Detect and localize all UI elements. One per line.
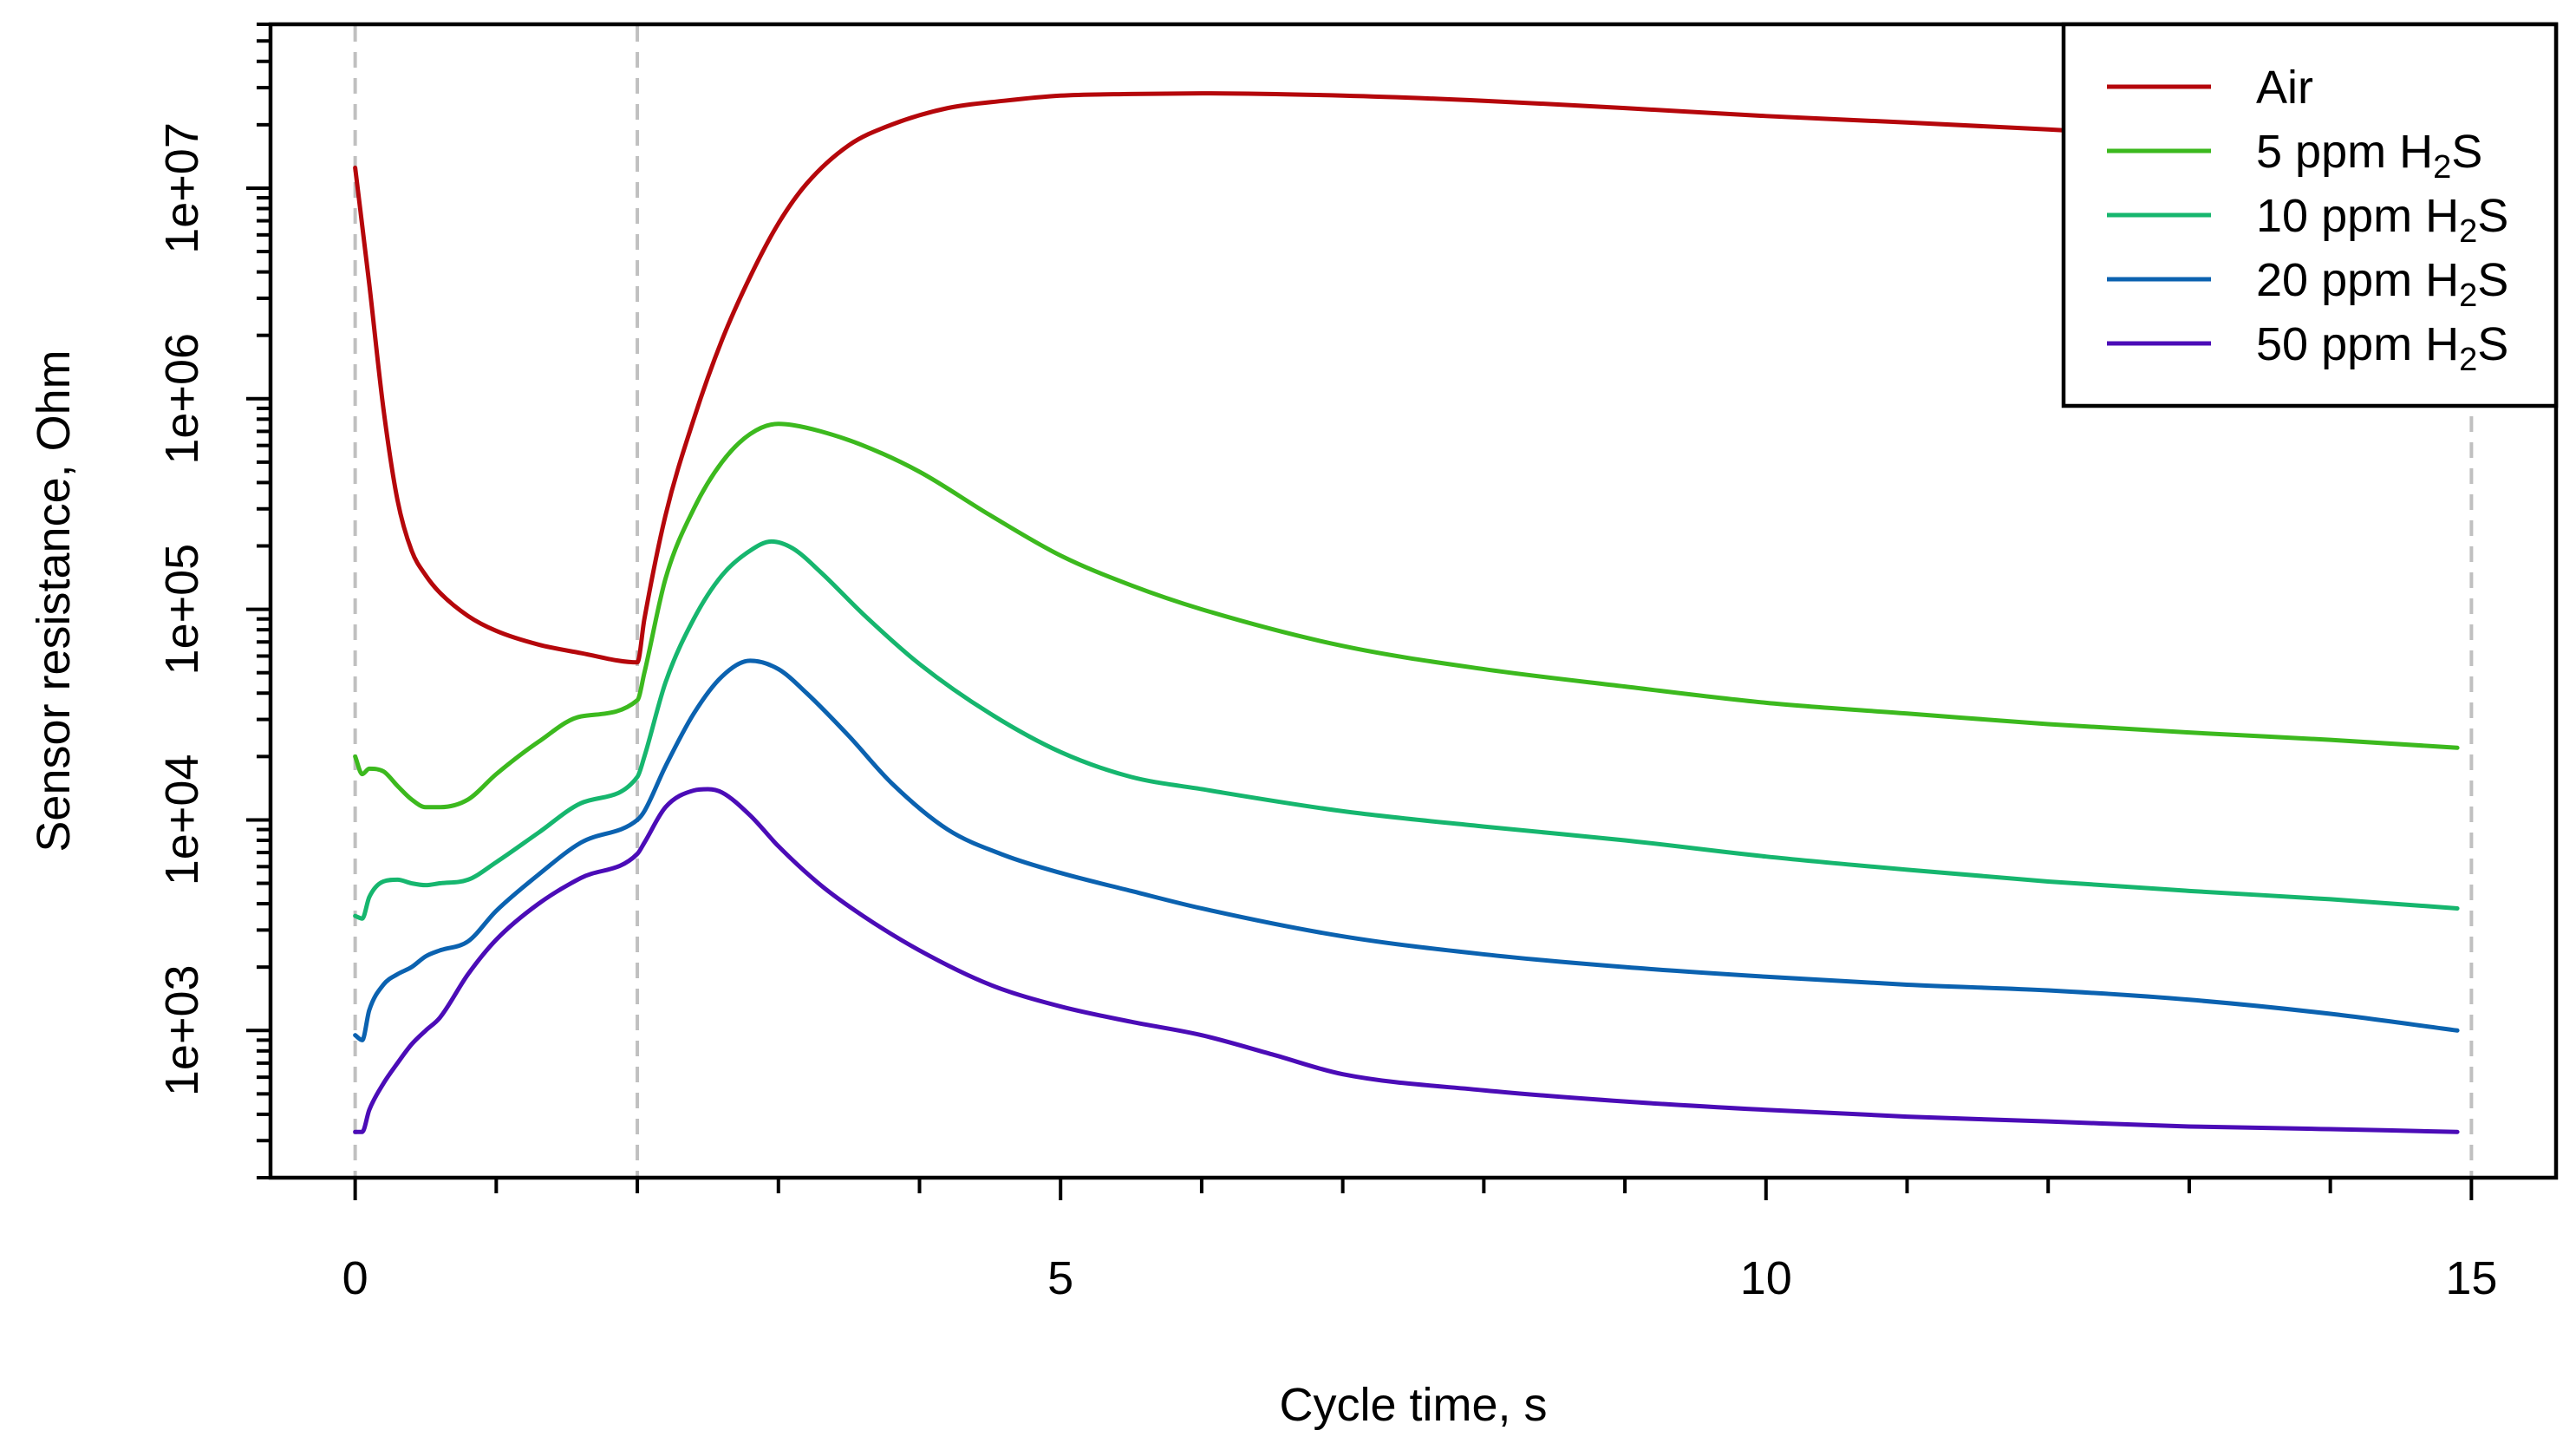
y-axis-label: Sensor resistance, Ohm xyxy=(28,349,80,852)
x-tick-label: 5 xyxy=(1047,1252,1073,1304)
legend-label-4: 50 ppm H2S xyxy=(2256,318,2508,378)
y-tick-label: 1e+03 xyxy=(156,964,208,1096)
x-tick-label: 15 xyxy=(2445,1252,2497,1304)
series-line-1 xyxy=(353,421,2460,810)
series-line-4 xyxy=(353,787,2460,1134)
y-tick-label: 1e+06 xyxy=(156,333,208,465)
series-line-3 xyxy=(353,658,2460,1042)
series-line-0 xyxy=(353,91,2460,665)
y-tick-label: 1e+05 xyxy=(156,544,208,676)
axes: 0 5 10 15 1e+03 1e+04 1e+05 1e+06 1e+07 xyxy=(156,23,2497,1304)
x-tick-label: 0 xyxy=(342,1252,368,1304)
y-tick-label: 1e+04 xyxy=(156,754,208,886)
x-axis-label: Cycle time, s xyxy=(1279,1379,1547,1431)
legend-label-3: 20 ppm H2S xyxy=(2256,254,2508,314)
plot-frame xyxy=(268,22,2559,1180)
x-tick-label: 10 xyxy=(1740,1252,1792,1304)
data-series xyxy=(353,91,2460,1134)
legend-label-0: Air xyxy=(2256,62,2313,114)
series-line-2 xyxy=(353,539,2460,921)
y-tick-label: 1e+07 xyxy=(156,122,208,254)
